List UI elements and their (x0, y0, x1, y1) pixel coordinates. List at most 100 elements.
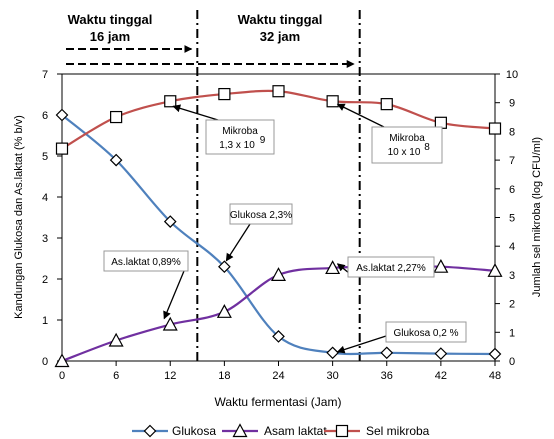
vline-layer (196, 10, 361, 361)
data-point-square (218, 87, 231, 101)
data-point-triangle (162, 316, 178, 331)
annotation-callout: As.laktat 2,27% (336, 256, 435, 278)
data-point-triangle (270, 267, 287, 281)
annotation-box (103, 250, 189, 272)
data-point-triangle (487, 263, 503, 277)
data-point-diamond (272, 330, 285, 343)
annotation-arrow (336, 103, 385, 128)
data-point-diamond (434, 347, 448, 360)
annotation-box (385, 321, 467, 343)
data-point-triangle (216, 304, 232, 318)
y-left-tick-label: 4 (42, 192, 48, 204)
x-tick-label: 6 (113, 370, 119, 382)
x-tick-label: 12 (164, 370, 176, 382)
annotation-arrow (172, 104, 219, 121)
y-left-tick-label: 1 (42, 315, 48, 327)
y-right-tick-label: 9 (509, 98, 515, 110)
annotation-callout: As.laktat 0,89% (103, 250, 189, 320)
annotation-box (229, 203, 293, 225)
y-right-tick-label: 10 (506, 69, 518, 81)
annotation-callout: Mikroba 1,3 x 10 9 (172, 104, 275, 155)
annotation-callout: Glukosa 0,2 % (336, 321, 467, 354)
annotation-label: As.laktat 0,89% (111, 257, 181, 268)
x-tick-label: 42 (435, 370, 447, 382)
y-left-tick-label: 5 (42, 151, 48, 163)
series-asam-laktat (54, 258, 503, 368)
y-right-tick-label: 0 (509, 356, 515, 368)
data-point-diamond (55, 108, 69, 122)
annotation-exponent: 8 (424, 142, 430, 153)
data-point-square (380, 98, 393, 111)
annotation-label: Mikroba (389, 133, 425, 144)
x-tick-label: 36 (381, 370, 393, 382)
data-point-square (326, 95, 339, 108)
legend: Glukosa Asam laktat Sel mikroba (132, 423, 430, 438)
y-left-tick-label: 3 (42, 233, 48, 245)
data-point-square (55, 142, 69, 155)
y-right-tick-label: 4 (509, 241, 515, 253)
data-point-diamond (143, 424, 157, 438)
annotation-arrow (336, 335, 387, 354)
annotation-value: 10 x 10 (388, 147, 421, 158)
annotation-callout: Mikroba 10 x 10 8 (336, 103, 443, 164)
series-layer (54, 85, 503, 368)
legend-label: Glukosa (172, 424, 216, 438)
x-tick-label: 30 (327, 370, 339, 382)
annotation-callout: Glukosa 2,3% (225, 203, 293, 262)
annotation-box (371, 126, 443, 164)
period-duration: 16 jam (90, 29, 130, 44)
y-left-tick-label: 7 (42, 69, 48, 81)
legend-label: Asam laktat (264, 424, 327, 438)
legend-item: Asam laktat (222, 423, 327, 438)
annotation-label: Mikroba (222, 126, 258, 137)
y-right-tick-label: 8 (509, 126, 515, 138)
annotation-value: 1,3 x 10 (219, 140, 255, 151)
y-left-tick-label: 0 (42, 356, 48, 368)
y-right-tick-label: 7 (509, 155, 515, 167)
y-right-tick-label: 6 (509, 184, 515, 196)
period-duration: 32 jam (260, 29, 300, 44)
series-line (61, 114, 496, 356)
data-point-square (272, 85, 285, 98)
annotation-box (347, 256, 435, 278)
data-point-square (110, 110, 123, 124)
period-title: Waktu tinggal (238, 12, 323, 27)
legend-item: Sel mikroba (324, 424, 430, 438)
annotation-label: Glukosa 2,3% (230, 210, 292, 221)
data-point-triangle (108, 332, 124, 347)
annotation-label: Glukosa 0,2 % (393, 328, 458, 339)
data-point-triangle (433, 258, 449, 273)
series-glukosa (55, 108, 502, 361)
data-point-triangle (54, 353, 70, 368)
legend-item: Glukosa (132, 424, 216, 438)
y-left-tick-label: 6 (42, 110, 48, 122)
y-right-tick-label: 3 (509, 270, 515, 282)
annotation-box (205, 119, 275, 155)
y-right-tick-label: 1 (509, 327, 515, 339)
period-layer: Waktu tinggal 16 jam Waktu tinggal 32 jam (66, 12, 355, 68)
y-axis-left-title: Kandungan Glukosa dan As.laktat (% b/v) (13, 115, 25, 319)
y-right-tick-label: 2 (509, 299, 515, 311)
data-point-diamond (488, 347, 502, 361)
annotation-arrow (163, 270, 185, 320)
data-point-diamond (109, 153, 123, 167)
annotation-exponent: 9 (260, 135, 266, 146)
data-point-square (488, 122, 502, 135)
x-axis-title: Waktu fermentasi (Jam) (215, 395, 342, 409)
annotation-label: As.laktat 2,27% (356, 263, 426, 274)
data-point-square (335, 424, 349, 438)
annotation-arrow (225, 223, 251, 262)
x-tick-label: 18 (218, 370, 230, 382)
legend-label: Sel mikroba (366, 424, 430, 438)
period-title: Waktu tinggal (68, 12, 153, 27)
data-point-square (164, 95, 177, 108)
data-point-diamond (326, 346, 339, 360)
y-right-tick-label: 5 (509, 213, 515, 225)
data-point-diamond (218, 260, 231, 274)
data-point-diamond (380, 346, 394, 360)
data-point-diamond (163, 215, 177, 228)
data-point-triangle (232, 423, 248, 438)
x-tick-label: 24 (272, 370, 284, 382)
